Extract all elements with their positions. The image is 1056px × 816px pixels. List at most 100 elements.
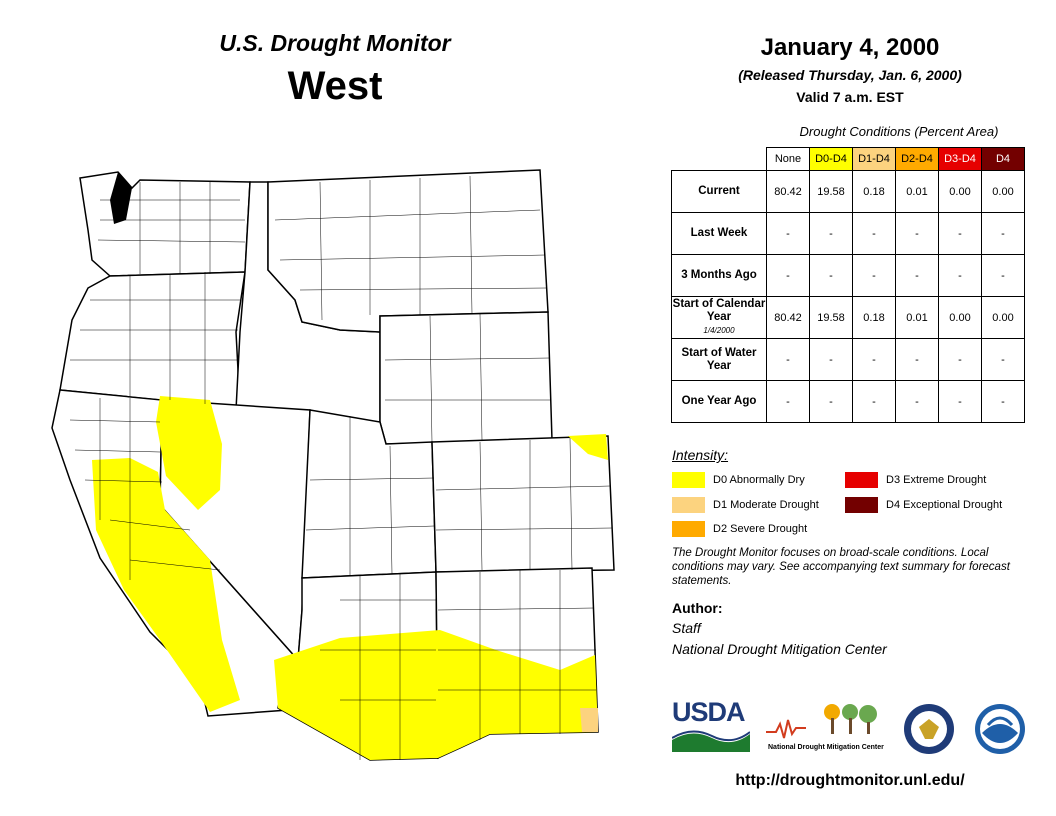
drought-map xyxy=(51,169,615,761)
d0-areas xyxy=(92,396,608,760)
table-cell: - xyxy=(981,254,1025,297)
ndmc-logo xyxy=(766,704,877,739)
map-date: January 4, 2000 xyxy=(760,34,940,61)
table-row: One Year Ago - - - - - - xyxy=(671,380,1025,423)
table-cell: 0.18 xyxy=(852,296,896,339)
author-heading: Author: xyxy=(672,600,723,616)
table-cell: - xyxy=(938,254,982,297)
state-colorado xyxy=(431,435,615,573)
table-cell: - xyxy=(938,212,982,255)
col-d1-d4: D1-D4 xyxy=(852,147,896,171)
table-row: Start of Water Year - - - - - - xyxy=(671,338,1025,381)
legend-swatch-d2 xyxy=(672,521,705,537)
d1-area-new-mexico xyxy=(580,708,598,732)
table-cell: - xyxy=(809,254,853,297)
legend-label-d4: D4 Exceptional Drought xyxy=(886,499,1003,511)
monitor-brand-title: U.S. Drought Monitor xyxy=(219,30,451,56)
header-blank xyxy=(672,148,767,171)
table-row: Last Week - - - - - - xyxy=(671,212,1025,255)
table-cell: - xyxy=(766,212,810,255)
col-d0-d4: D0-D4 xyxy=(809,147,853,171)
state-montana xyxy=(267,169,549,333)
table-cell: - xyxy=(809,380,853,423)
table-cell: 80.42 xyxy=(766,296,810,339)
legend-label-d2: D2 Severe Drought xyxy=(713,523,808,535)
row-label: Start of Water Year xyxy=(671,338,767,381)
table-cell: - xyxy=(852,338,896,381)
table-cell: - xyxy=(981,338,1025,381)
usda-logo-mark xyxy=(672,730,750,752)
table-cell: 0.00 xyxy=(981,170,1025,213)
table-cell: - xyxy=(895,212,939,255)
table-cell: - xyxy=(895,380,939,423)
table-cell: 0.01 xyxy=(895,296,939,339)
col-d3-d4: D3-D4 xyxy=(938,147,982,171)
col-none: None xyxy=(766,147,810,171)
usda-logo: USDA xyxy=(672,697,746,727)
valid-time: Valid 7 a.m. EST xyxy=(796,89,904,105)
row-label-text: Start of Calendar Year xyxy=(672,298,766,323)
d0-area-southwest xyxy=(274,630,598,760)
table-cell: - xyxy=(766,380,810,423)
table-row: 3 Months Ago - - - - - - xyxy=(671,254,1025,297)
table-cell: - xyxy=(981,212,1025,255)
table-cell: 19.58 xyxy=(809,296,853,339)
row-label: 3 Months Ago xyxy=(671,254,767,297)
table-row: Start of Calendar Year 1/4/2000 80.42 19… xyxy=(671,296,1025,339)
legend-label-d3: D3 Extreme Drought xyxy=(886,474,987,486)
disclaimer-note: The Drought Monitor focuses on broad-sca… xyxy=(672,547,1010,587)
legend-title: Intensity: xyxy=(672,447,729,463)
state-washington xyxy=(79,171,251,277)
table-cell: 0.00 xyxy=(938,296,982,339)
table-cell: - xyxy=(981,380,1025,423)
table-cell: 0.18 xyxy=(852,170,896,213)
d0-area-colorado-ne xyxy=(568,434,608,460)
legend-swatch-d4 xyxy=(845,497,878,513)
row-label: Current xyxy=(671,170,767,213)
state-oregon xyxy=(59,271,246,409)
table-cell: - xyxy=(938,338,982,381)
legend-swatch-d1 xyxy=(672,497,705,513)
legend-label-d1: D1 Moderate Drought xyxy=(713,499,819,511)
legend-swatch-d3 xyxy=(845,472,878,488)
row-label: Last Week xyxy=(671,212,767,255)
legend-swatch-d0 xyxy=(672,472,705,488)
table-cell: 19.58 xyxy=(809,170,853,213)
author-organization: National Drought Mitigation Center xyxy=(672,641,887,657)
col-d2-d4: D2-D4 xyxy=(895,147,939,171)
table-caption: Drought Conditions (Percent Area) xyxy=(799,124,999,139)
county-lines xyxy=(69,175,613,760)
author-name: Staff xyxy=(672,620,701,636)
commerce-seal-icon xyxy=(904,704,954,754)
state-wyoming xyxy=(379,311,553,445)
col-d4: D4 xyxy=(981,147,1025,171)
row-label: Start of Calendar Year 1/4/2000 xyxy=(671,296,767,339)
table-cell: - xyxy=(809,212,853,255)
release-date: (Released Thursday, Jan. 6, 2000) xyxy=(738,67,962,83)
table-cell: - xyxy=(809,338,853,381)
table-row: Current 80.42 19.58 0.18 0.01 0.00 0.00 xyxy=(671,170,1025,213)
row-sublabel: 1/4/2000 xyxy=(703,326,735,335)
table-cell: - xyxy=(852,212,896,255)
d0-area-nevada xyxy=(156,396,222,510)
region-title: West xyxy=(287,64,383,108)
legend-label-d0: D0 Abnormally Dry xyxy=(713,474,805,486)
table-cell: 0.00 xyxy=(938,170,982,213)
table-cell: - xyxy=(766,338,810,381)
table-cell: - xyxy=(766,254,810,297)
d0-area-california xyxy=(92,458,240,712)
row-label: One Year Ago xyxy=(671,380,767,423)
table-cell: - xyxy=(852,380,896,423)
table-cell: - xyxy=(938,380,982,423)
table-cell: 0.01 xyxy=(895,170,939,213)
table-cell: - xyxy=(895,338,939,381)
table-cell: 0.00 xyxy=(981,296,1025,339)
drought-conditions-table: None D0-D4 D1-D4 D2-D4 D3-D4 D4 Current … xyxy=(671,147,1025,423)
table-cell: 80.42 xyxy=(766,170,810,213)
table-cell: - xyxy=(852,254,896,297)
ndmc-logo-text: National Drought Mitigation Center xyxy=(768,744,884,751)
website-url[interactable]: http://droughtmonitor.unl.edu/ xyxy=(735,772,965,789)
noaa-logo-icon xyxy=(975,704,1025,754)
table-cell: - xyxy=(895,254,939,297)
puget-sound xyxy=(110,172,132,224)
